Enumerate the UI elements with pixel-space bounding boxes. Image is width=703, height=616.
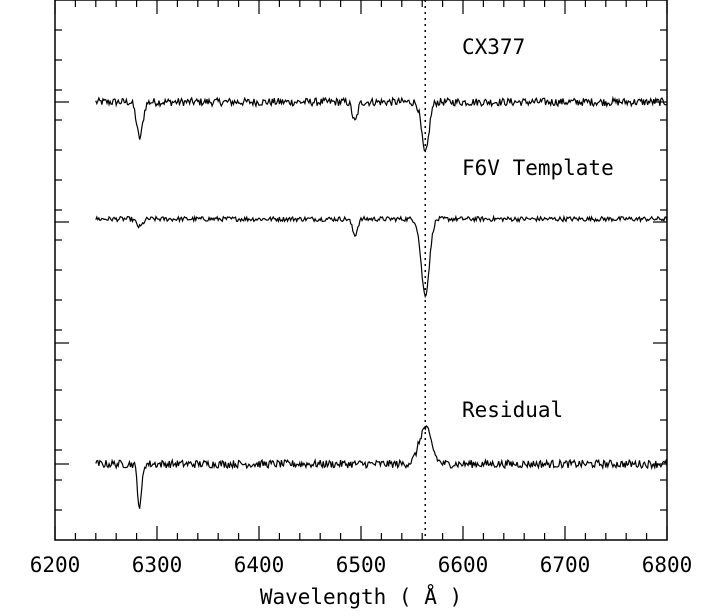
plot-frame xyxy=(54,0,668,541)
x-tick-label: 6600 xyxy=(438,553,489,577)
x-tick-label: 6700 xyxy=(540,553,591,577)
series-line-f6v-template xyxy=(95,214,668,299)
series-line-residual xyxy=(95,424,668,509)
x-tick-labels: 6200 6300 6400 6500 6600 6700 6800 xyxy=(30,553,693,577)
series-label-cx377: CX377 xyxy=(462,35,525,59)
series-line-cx377 xyxy=(95,95,668,153)
x-tick-label: 6300 xyxy=(132,553,183,577)
x-axis-label: Wavelength ( Å ) xyxy=(260,583,462,609)
series-label-residual: Residual xyxy=(462,398,563,422)
x-tick-label: 6800 xyxy=(642,553,693,577)
series-layer xyxy=(95,95,668,509)
series-labels: CX377 F6V Template Residual xyxy=(462,35,614,422)
series-label-f6v-template: F6V Template xyxy=(462,156,614,180)
x-tick-label: 6500 xyxy=(336,553,387,577)
x-tick-label: 6400 xyxy=(234,553,285,577)
x-tick-label: 6200 xyxy=(30,553,81,577)
axis-ticks xyxy=(54,0,668,540)
